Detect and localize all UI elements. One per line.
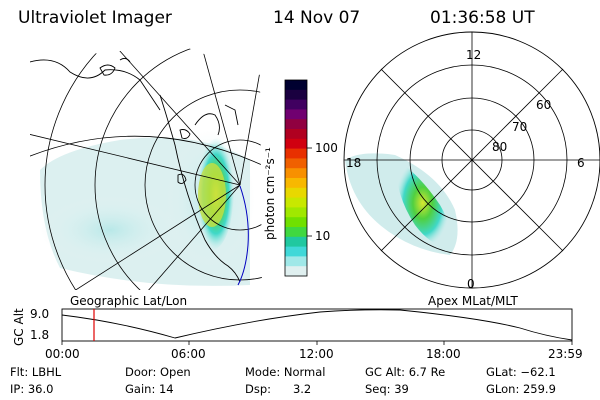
- mlt-label-12: 12: [466, 48, 482, 62]
- colorbar-segment: [285, 217, 307, 228]
- colorbar-segment: [285, 89, 307, 101]
- mode-info: Mode: Normal: [245, 365, 326, 379]
- instrument-title: Ultraviolet Imager: [18, 8, 172, 28]
- polar-plot: [343, 31, 600, 289]
- altitude-ylabel: GC Alt: [12, 308, 26, 346]
- altitude-xtick: 18:00: [426, 347, 461, 361]
- mlat-label-60: 60: [536, 98, 552, 112]
- time-label: 01:36:58 UT: [430, 8, 535, 28]
- colorbar-segment: [285, 236, 307, 248]
- colorbar-tick-label-10: 10: [315, 229, 331, 243]
- coastlines: [30, 57, 241, 283]
- altitude-ytick-high: 9.0: [30, 307, 50, 321]
- ip-info: IP: 36.0: [10, 382, 54, 396]
- altitude-xtick: 23:59: [548, 347, 583, 361]
- colorbar-segment: [285, 197, 307, 208]
- seq-info: Seq: 39: [365, 382, 409, 396]
- colorbar-frame: [284, 79, 308, 277]
- altitude-xtick: 06:00: [171, 347, 206, 361]
- altitude-plot: [61, 308, 573, 345]
- altitude-curve: [61, 309, 573, 341]
- lat-lon-grid: [30, 45, 262, 290]
- polar-grid: [344, 32, 600, 288]
- colorbar-segment: [285, 80, 307, 91]
- polar-panel-label: Apex MLat/MLT: [428, 294, 518, 308]
- altitude-xtick: 00:00: [45, 347, 80, 361]
- terminator-line: [237, 185, 249, 286]
- colorbar-tick-label-100: 100: [315, 141, 338, 155]
- mlt-label-0: 0: [467, 277, 475, 291]
- mlat-label-80: 80: [492, 140, 508, 154]
- date-label: 14 Nov 07: [273, 8, 361, 28]
- polar-aurora: [395, 158, 451, 248]
- colorbar-segment: [285, 119, 307, 130]
- aurora-core: [198, 163, 226, 227]
- colorbar-segment: [285, 109, 307, 120]
- colorbar-segment: [285, 207, 307, 218]
- colorbar-segment: [285, 99, 307, 110]
- colorbar: [284, 79, 312, 277]
- colorbar-segment: [285, 266, 307, 277]
- colorbar-segment: [285, 168, 307, 179]
- glat-info: GLat: −62.1: [486, 365, 556, 379]
- altitude-xtick: 12:00: [299, 347, 334, 361]
- map-panel-label: Geographic Lat/Lon: [70, 294, 188, 308]
- colorbar-segment: [285, 138, 307, 150]
- colorbar-segment: [285, 178, 307, 189]
- colorbar-segment: [285, 148, 307, 159]
- dsp-info: Dsp: 3.2: [245, 382, 312, 396]
- filter-info: Flt: LBHL: [10, 365, 62, 379]
- gc-alt-info: GC Alt: 6.7 Re: [365, 365, 446, 379]
- mlt-label-6: 6: [577, 156, 585, 170]
- haze-region: [40, 195, 180, 265]
- mlat-label-70: 70: [512, 120, 528, 134]
- colorbar-segment: [285, 187, 307, 199]
- colorbar-unit-label: photon cm⁻²s⁻¹: [263, 147, 277, 240]
- colorbar-segment: [285, 246, 307, 257]
- colorbar-segment: [285, 227, 307, 238]
- altitude-ytick-low: 1.8: [30, 328, 50, 342]
- mlt-label-18: 18: [346, 156, 362, 170]
- colorbar-segment: [285, 129, 307, 140]
- glon-info: GLon: 259.9: [486, 382, 556, 396]
- door-info: Door: Open: [125, 365, 191, 379]
- colorbar-segment: [285, 256, 307, 267]
- colorbar-segment: [285, 158, 307, 169]
- geographic-map: [30, 45, 262, 290]
- altitude-frame: [61, 308, 573, 342]
- gain-info: Gain: 14: [125, 382, 174, 396]
